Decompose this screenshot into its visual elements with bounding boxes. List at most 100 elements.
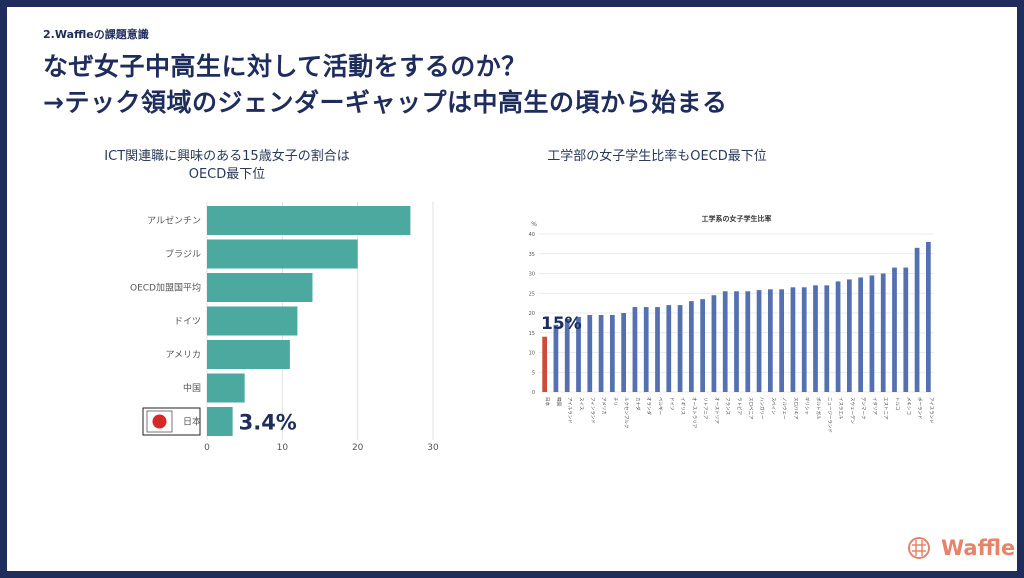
- waffle-logo-icon: [908, 537, 930, 559]
- bar: [666, 305, 672, 392]
- waffle-logo: Waffle: [907, 536, 1015, 560]
- category-label: 韓国: [555, 397, 562, 406]
- category-label: トルコ: [894, 397, 900, 410]
- category-label: ニュージーランド: [826, 397, 832, 433]
- bar: [711, 295, 717, 392]
- chart-title: 工学系の女子学生比率: [702, 214, 772, 223]
- left-chart-heading: ICT関連職に興味のある15歳女子の割合は OECD最下位: [67, 148, 387, 184]
- bar: [542, 336, 548, 392]
- category-label: アイスランド: [928, 397, 934, 424]
- bar: [207, 239, 358, 269]
- x-tick-label: 10: [277, 443, 289, 453]
- y-tick-label: 0: [532, 390, 535, 396]
- category-label: 中国: [183, 382, 201, 394]
- category-label: ノルウェー: [781, 397, 788, 420]
- category-label: エストニア: [883, 397, 889, 420]
- category-label: ドイツ: [668, 397, 673, 411]
- category-label: ベルギー: [657, 397, 663, 415]
- bar: [914, 247, 920, 392]
- category-label: ラトビア: [736, 397, 743, 415]
- bar: [903, 267, 909, 392]
- bar: [722, 291, 728, 392]
- y-tick-label: 30: [529, 272, 535, 278]
- slide-title-line-2: →テック領域のジェンダーギャップは中高生の頃から始まる: [43, 88, 728, 117]
- y-tick-label: 40: [529, 232, 535, 238]
- category-label: アイルランド: [567, 397, 573, 424]
- value-annotation: 3.4%: [239, 411, 297, 435]
- bar: [835, 281, 841, 392]
- right-chart-heading: 工学部の女子学生比率もOECD最下位: [547, 149, 767, 164]
- category-label: イギリス: [680, 397, 686, 415]
- section-label: 2.Waffleの課題意識: [43, 28, 149, 41]
- category-label: メキシコ: [905, 397, 911, 415]
- bar: [632, 307, 638, 392]
- logo-text: Waffle: [941, 536, 1016, 560]
- category-label: ドイツ: [174, 317, 201, 327]
- category-label: スペイン: [770, 397, 776, 415]
- category-label: スロベニア: [747, 397, 753, 420]
- category-label: オランダ: [646, 397, 653, 415]
- category-label: アルゼンチン: [147, 215, 201, 227]
- bar: [734, 291, 739, 392]
- y-tick-label: 5: [532, 370, 535, 376]
- x-tick-label: 0: [204, 443, 210, 453]
- bar: [925, 241, 931, 392]
- category-label: スロバキア: [792, 397, 798, 420]
- bar: [846, 279, 852, 392]
- category-label: 日本: [544, 397, 551, 406]
- bar: [621, 313, 627, 392]
- bar: [767, 289, 773, 392]
- bar: [892, 267, 897, 392]
- bar: [207, 407, 233, 436]
- y-tick-label: 25: [529, 291, 535, 297]
- bar: [869, 275, 875, 392]
- value-annotation: 15%: [541, 314, 582, 334]
- bar: [207, 273, 313, 302]
- category-label: アメリカ: [601, 397, 607, 415]
- highlight-box: [142, 407, 201, 436]
- left-chart-heading-line-1: ICT関連職に興味のある15歳女子の割合は: [104, 149, 350, 164]
- category-label: ギリシャ: [804, 397, 810, 415]
- bar: [564, 318, 570, 392]
- bar: [553, 324, 559, 392]
- bar: [207, 306, 298, 336]
- bar: [609, 314, 615, 392]
- bar: [643, 307, 649, 392]
- category-label: ポルトガル: [815, 397, 822, 420]
- category-label: アメリカ: [165, 350, 201, 361]
- category-label: デンマーク: [860, 397, 867, 420]
- x-tick-label: 30: [427, 443, 439, 453]
- category-label: スイス: [578, 397, 584, 411]
- y-tick-label: 10: [529, 351, 535, 357]
- y-tick-label: 15: [529, 331, 535, 337]
- x-tick-label: 20: [352, 443, 364, 453]
- bar: [801, 287, 807, 392]
- left-chart-heading-line-2: OECD最下位: [188, 167, 266, 182]
- bar: [587, 314, 593, 392]
- bar: [207, 340, 290, 369]
- category-label: ルクセンブルク: [623, 397, 630, 428]
- category-label: スウェーデン: [849, 397, 856, 424]
- category-label: ポーランド: [917, 397, 924, 420]
- category-label: チリ: [612, 397, 618, 406]
- bar: [858, 277, 864, 392]
- bar: [790, 287, 796, 392]
- bar: [813, 285, 818, 392]
- category-label: カナダ: [634, 397, 641, 411]
- category-label: イタリア: [871, 397, 878, 415]
- category-label: フィンランド: [589, 397, 595, 424]
- bar: [677, 305, 683, 392]
- y-axis-label: %: [531, 221, 537, 228]
- category-label: イスラエル: [838, 397, 844, 420]
- bar: [756, 290, 762, 392]
- bar: [207, 206, 411, 235]
- category-label: ブラジル: [165, 248, 201, 260]
- bar: [688, 301, 694, 392]
- category-label: オーストリア: [713, 397, 719, 424]
- category-label: フランス: [725, 397, 731, 415]
- category-label: オーストラリア: [691, 397, 697, 429]
- bar: [598, 314, 604, 392]
- slide: 2.Waffleの課題意識 なぜ女子中高生に対して活動をするのか？ →テック領域…: [7, 7, 1017, 571]
- slide-title-line-1: なぜ女子中高生に対して活動をするのか？: [43, 52, 527, 81]
